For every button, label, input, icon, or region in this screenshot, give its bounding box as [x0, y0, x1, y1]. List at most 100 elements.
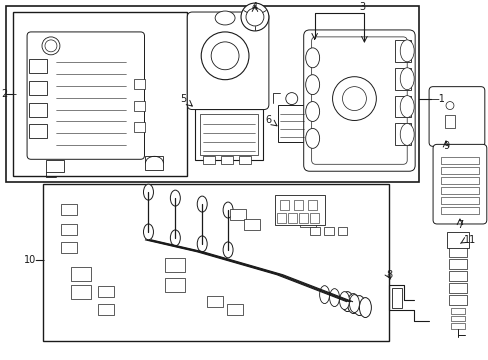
Bar — [440, 177, 478, 184]
Bar — [309, 227, 319, 235]
Ellipse shape — [349, 294, 359, 312]
Ellipse shape — [339, 292, 349, 310]
Bar — [448, 259, 466, 269]
Ellipse shape — [329, 289, 339, 307]
Circle shape — [245, 8, 264, 26]
Bar — [207, 296, 223, 307]
Bar — [394, 96, 410, 117]
FancyBboxPatch shape — [432, 144, 486, 224]
Bar — [13, 12, 187, 176]
Ellipse shape — [399, 96, 413, 117]
Bar — [446, 232, 468, 248]
Ellipse shape — [399, 68, 413, 90]
Circle shape — [45, 40, 57, 52]
Ellipse shape — [143, 224, 153, 240]
Bar — [281, 206, 297, 217]
Ellipse shape — [197, 196, 207, 212]
Bar — [323, 227, 333, 235]
Bar — [29, 103, 47, 117]
Ellipse shape — [223, 202, 233, 218]
Text: 8: 8 — [386, 270, 391, 280]
Bar — [287, 213, 296, 223]
Bar — [444, 114, 454, 129]
Bar — [71, 285, 91, 298]
Circle shape — [332, 77, 376, 121]
Bar — [309, 213, 318, 223]
Ellipse shape — [353, 296, 365, 315]
Bar — [450, 324, 464, 329]
FancyBboxPatch shape — [428, 87, 484, 147]
Bar — [244, 219, 260, 230]
Ellipse shape — [341, 292, 353, 311]
Bar — [440, 187, 478, 194]
Bar — [448, 271, 466, 281]
Bar — [229, 209, 245, 220]
Bar — [61, 224, 77, 235]
Bar — [307, 200, 316, 210]
Text: 2—: 2— — [1, 89, 17, 99]
Bar — [98, 286, 113, 297]
Bar — [293, 200, 302, 210]
Bar — [279, 200, 288, 210]
Bar — [200, 113, 257, 155]
Bar — [448, 283, 466, 293]
Circle shape — [241, 3, 268, 31]
FancyBboxPatch shape — [187, 12, 268, 109]
Circle shape — [211, 42, 239, 70]
Bar — [29, 125, 47, 138]
Bar — [276, 213, 285, 223]
Bar — [29, 81, 47, 95]
Text: 7: 7 — [456, 220, 462, 230]
Text: 4: 4 — [251, 2, 258, 12]
Bar — [298, 213, 307, 223]
Bar — [195, 109, 263, 160]
Circle shape — [285, 93, 297, 104]
Text: 10—: 10— — [24, 255, 46, 265]
Text: 3: 3 — [359, 2, 365, 12]
Bar — [394, 68, 410, 90]
Ellipse shape — [223, 242, 233, 258]
Circle shape — [342, 87, 366, 111]
Bar — [440, 207, 478, 214]
Bar — [226, 303, 243, 315]
Text: 5: 5 — [180, 94, 186, 104]
Ellipse shape — [305, 102, 319, 121]
Ellipse shape — [170, 190, 180, 206]
Bar — [165, 258, 185, 272]
Ellipse shape — [359, 298, 370, 318]
Bar — [448, 294, 466, 305]
Bar — [440, 157, 478, 164]
Text: —1: —1 — [428, 94, 444, 104]
Bar — [98, 303, 113, 315]
Bar — [165, 278, 185, 292]
Bar — [133, 122, 145, 132]
Bar — [450, 315, 464, 321]
Bar — [239, 156, 250, 164]
Bar — [61, 204, 77, 215]
Bar — [203, 156, 215, 164]
Bar — [394, 40, 410, 62]
Bar — [46, 160, 64, 172]
Circle shape — [42, 37, 60, 55]
Ellipse shape — [399, 123, 413, 145]
FancyBboxPatch shape — [27, 32, 144, 159]
Ellipse shape — [319, 286, 329, 303]
Bar — [6, 6, 418, 182]
Ellipse shape — [347, 294, 359, 314]
Text: 9: 9 — [442, 141, 448, 151]
Bar — [43, 184, 388, 341]
Ellipse shape — [305, 75, 319, 95]
Ellipse shape — [170, 230, 180, 246]
Ellipse shape — [305, 48, 319, 68]
Ellipse shape — [197, 236, 207, 252]
Bar — [61, 242, 77, 253]
Ellipse shape — [399, 40, 413, 62]
Bar — [29, 59, 47, 73]
Bar — [337, 227, 347, 235]
Bar — [448, 247, 466, 257]
Bar — [221, 156, 233, 164]
Bar — [394, 123, 410, 145]
Bar — [133, 79, 145, 89]
Bar — [299, 216, 315, 227]
Circle shape — [201, 32, 248, 80]
